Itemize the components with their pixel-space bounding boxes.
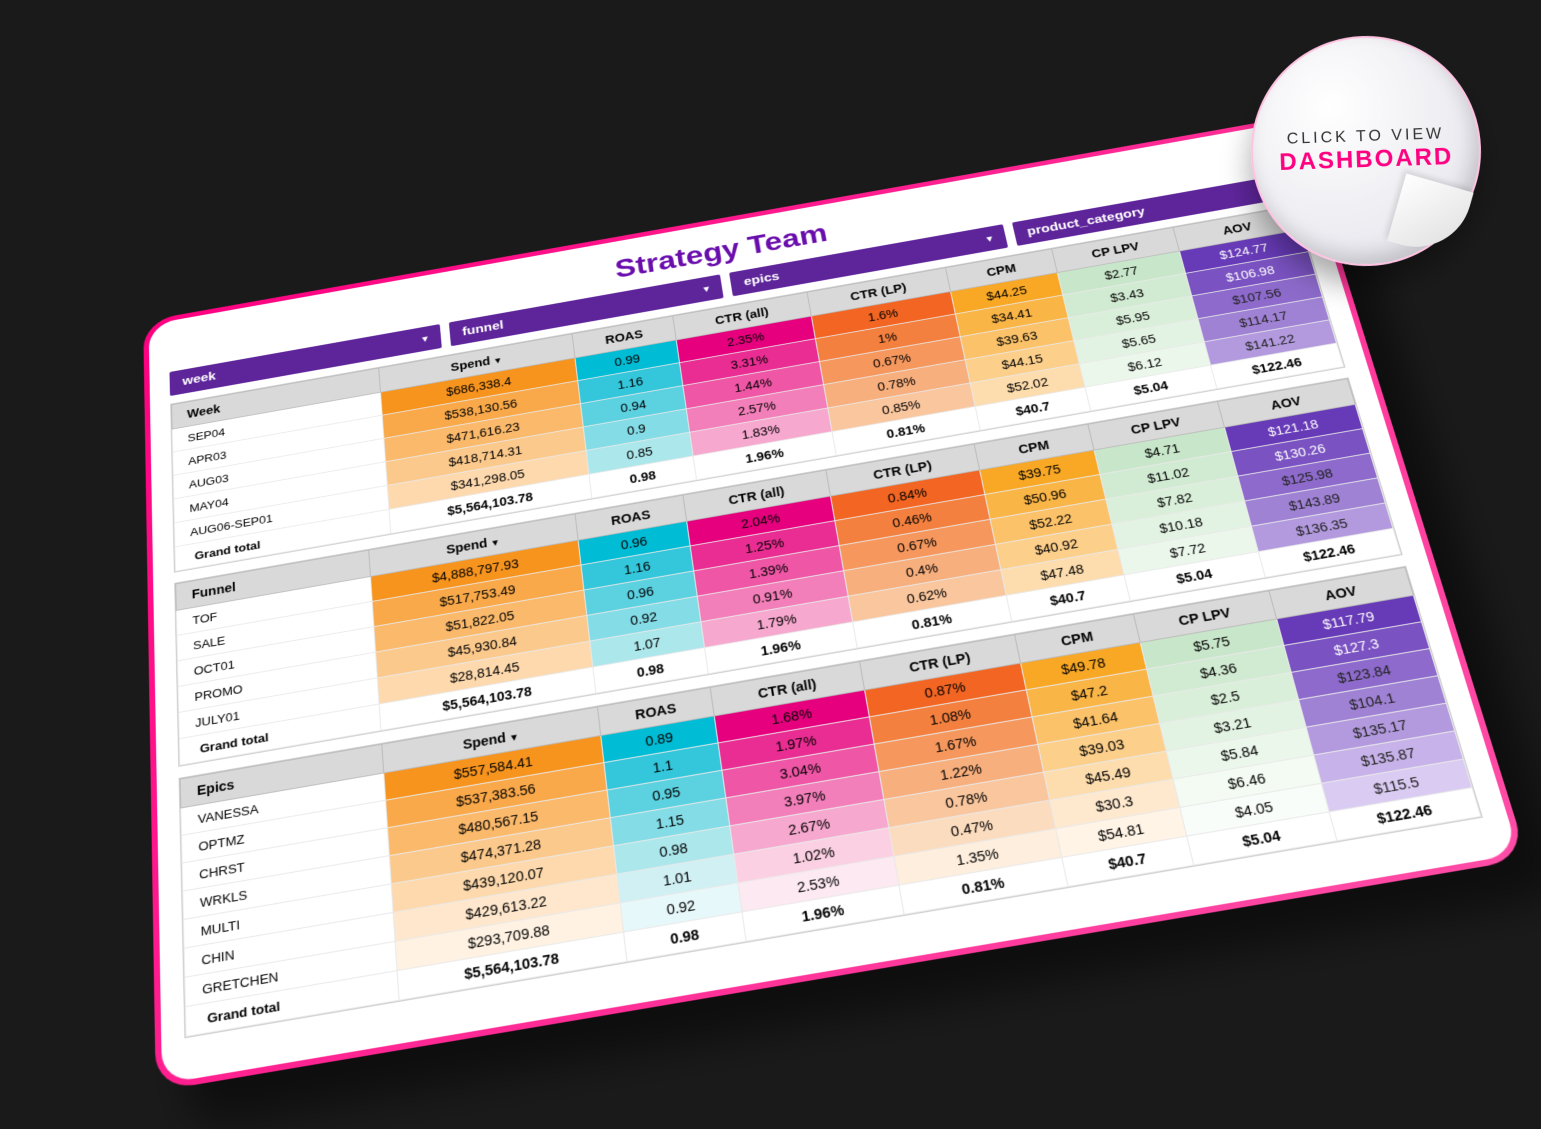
filter-label: product_category [1025,204,1146,238]
sort-desc-icon: ▼ [508,732,519,744]
filter-label: epics [742,269,780,288]
dashboard-screen: Strategy Team week▾funnel▾epics▾product_… [148,121,1519,1084]
filter-label: week [182,369,216,388]
chevron-down-icon: ▾ [985,233,992,244]
sticker-line2: DASHBOARD [1279,143,1454,177]
filter-label: funnel [461,318,504,338]
chevron-down-icon: ▾ [703,283,710,294]
chevron-down-icon: ▾ [422,333,428,344]
tablet-frame: Strategy Team week▾funnel▾epics▾product_… [143,115,1528,1091]
sort-desc-icon: ▼ [492,356,502,366]
sort-desc-icon: ▼ [489,537,499,548]
